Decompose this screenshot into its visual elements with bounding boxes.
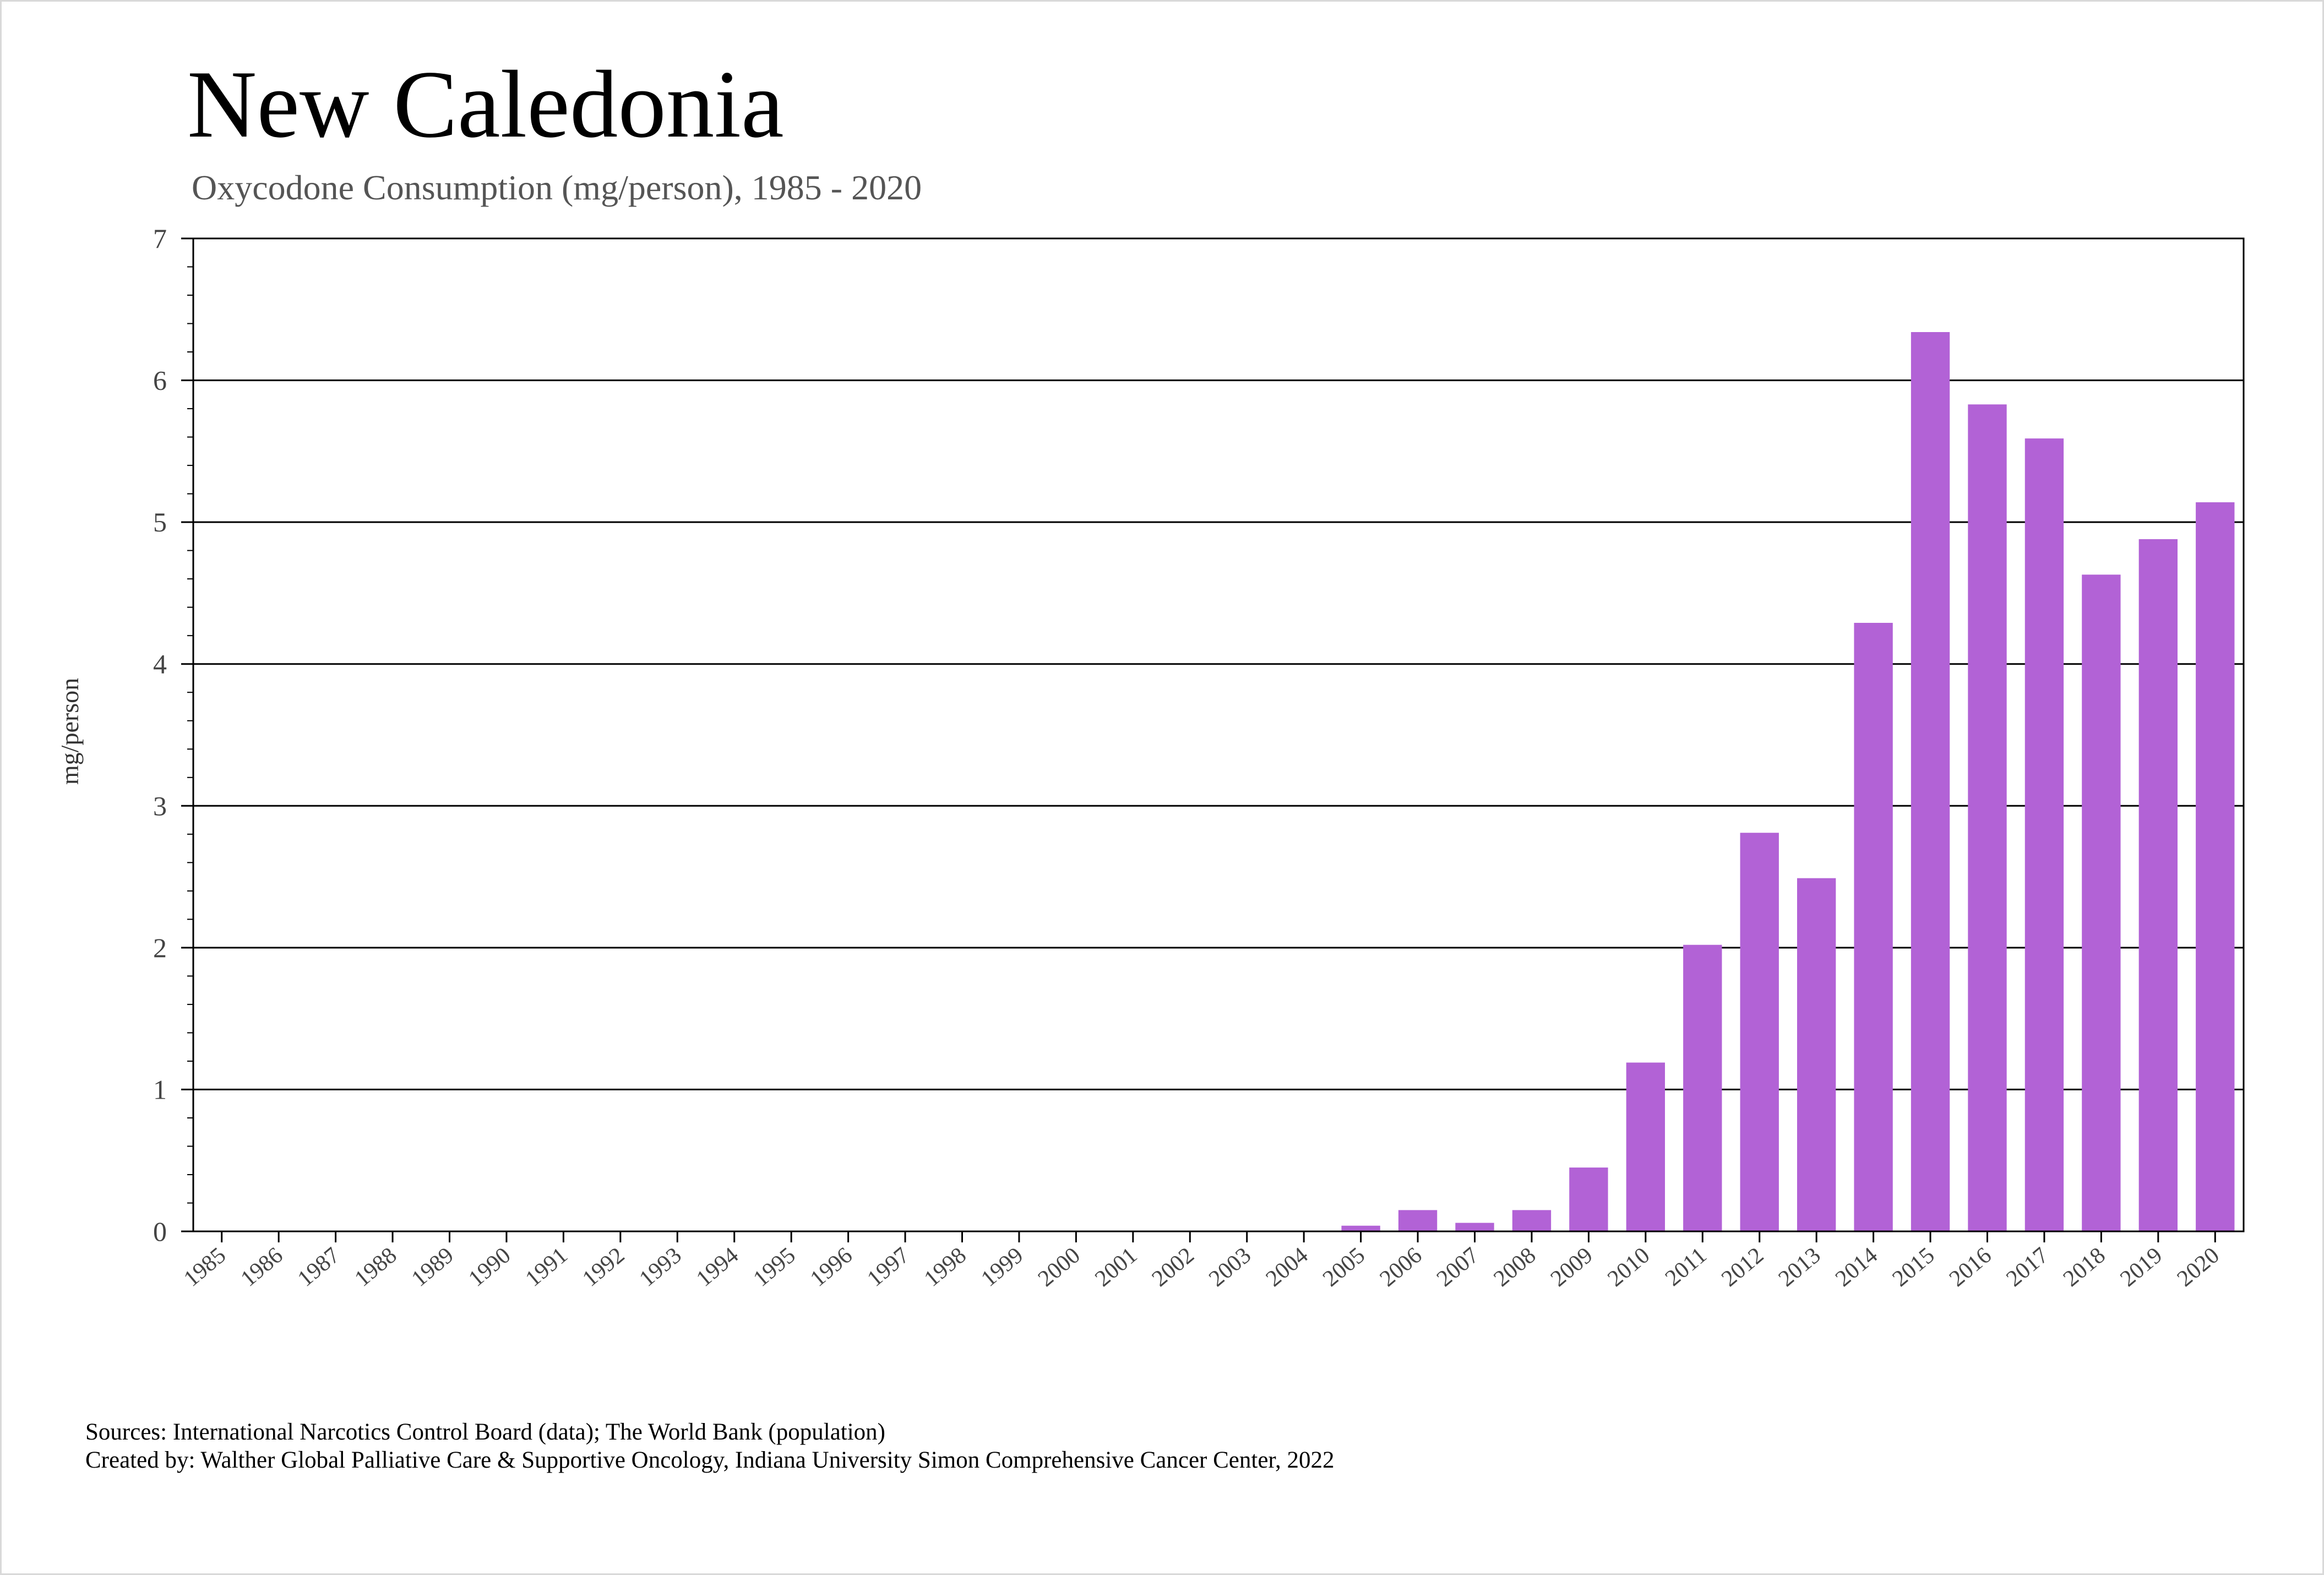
x-tick-label: 2002 — [1147, 1242, 1199, 1291]
bar-2012 — [1740, 833, 1779, 1231]
x-tick-label: 2000 — [1033, 1242, 1085, 1291]
x-tick-label: 1993 — [635, 1242, 687, 1291]
x-tick-label: 2011 — [1661, 1242, 1712, 1291]
x-tick-label: 2010 — [1603, 1242, 1654, 1291]
y-tick-label: 5 — [153, 507, 167, 537]
x-tick-label: 1995 — [749, 1242, 801, 1291]
x-tick-label: 1994 — [692, 1242, 743, 1291]
bar-2020 — [2196, 502, 2235, 1231]
chart-subtitle: Oxycodone Consumption (mg/person), 1985 … — [192, 168, 922, 207]
bar-2010 — [1626, 1062, 1666, 1231]
x-tick-label: 2008 — [1489, 1242, 1541, 1291]
bar-2018 — [2082, 574, 2121, 1231]
y-tick-label: 4 — [153, 649, 167, 680]
bar-2014 — [1854, 623, 1893, 1231]
x-tick-label: 1997 — [863, 1242, 915, 1291]
bar-2008 — [1512, 1210, 1552, 1231]
y-tick-label: 1 — [153, 1074, 167, 1105]
x-tick-label: 1990 — [464, 1242, 515, 1291]
bar-2017 — [2024, 438, 2064, 1231]
x-tick-label: 1987 — [293, 1242, 345, 1291]
bar-2006 — [1398, 1210, 1438, 1231]
bar-2013 — [1797, 878, 1836, 1231]
x-tick-label: 1991 — [521, 1242, 573, 1291]
y-tick-labels: 0 1 2 3 4 5 6 7 — [153, 223, 167, 1247]
sources-note: Sources: International Narcotics Control… — [85, 1419, 885, 1445]
x-tick-label: 2019 — [2115, 1242, 2167, 1291]
x-tick-label: 2006 — [1375, 1242, 1427, 1291]
x-tick-label: 1986 — [236, 1242, 288, 1291]
x-tick-label: 2020 — [2173, 1242, 2224, 1291]
x-tick-label: 2014 — [1831, 1242, 1882, 1291]
bar-2007 — [1455, 1223, 1494, 1231]
bar-2009 — [1569, 1167, 1608, 1231]
x-tick-label: 1985 — [179, 1242, 231, 1291]
x-tick-label: 2013 — [1774, 1242, 1826, 1291]
x-tick-label: 1992 — [578, 1242, 629, 1291]
x-tick-label: 2003 — [1204, 1242, 1256, 1291]
plot-border — [192, 237, 2245, 1232]
bar-2005 — [1341, 1225, 1380, 1231]
y-axis-label: mg/person — [56, 678, 84, 785]
x-tick-label: 2018 — [2059, 1242, 2110, 1291]
x-tick-label: 2015 — [1888, 1242, 1940, 1291]
x-tick-label: 2001 — [1090, 1242, 1142, 1291]
x-tick-label: 1996 — [805, 1242, 857, 1291]
y-tick-label: 7 — [153, 223, 167, 254]
x-tick-label: 2012 — [1717, 1242, 1768, 1291]
bars — [1341, 332, 2235, 1232]
gridlines — [193, 379, 2244, 1090]
x-tick-label: 1988 — [350, 1242, 402, 1291]
x-tick-labels: 1985 1986 1987 1988 1989 1990 1991 1992 1993 1994… — [179, 1242, 2224, 1291]
x-tick-label: 2005 — [1318, 1242, 1370, 1291]
bar-2011 — [1683, 944, 1722, 1231]
bar-2015 — [1911, 332, 1950, 1232]
axes — [181, 237, 2245, 1242]
x-tick-label: 2009 — [1546, 1242, 1598, 1291]
y-tick-label: 3 — [153, 790, 167, 821]
chart-title: New Caledonia — [187, 51, 784, 158]
x-tick-label: 2004 — [1261, 1242, 1313, 1291]
created-by-note: Created by: Walther Global Palliative Ca… — [85, 1447, 1335, 1473]
x-tick-label: 2007 — [1432, 1242, 1484, 1291]
x-tick-label: 2017 — [2001, 1242, 2053, 1291]
y-tick-label: 0 — [153, 1216, 167, 1247]
bar-2016 — [1968, 404, 2007, 1231]
y-tick-label: 2 — [153, 932, 167, 963]
bar-2019 — [2138, 539, 2178, 1231]
x-tick-label: 1989 — [407, 1242, 459, 1291]
x-tick-label: 1999 — [976, 1242, 1028, 1291]
x-tick-label: 1998 — [919, 1242, 971, 1291]
x-tick-label: 2016 — [1945, 1242, 1996, 1291]
y-tick-label: 6 — [153, 365, 167, 396]
